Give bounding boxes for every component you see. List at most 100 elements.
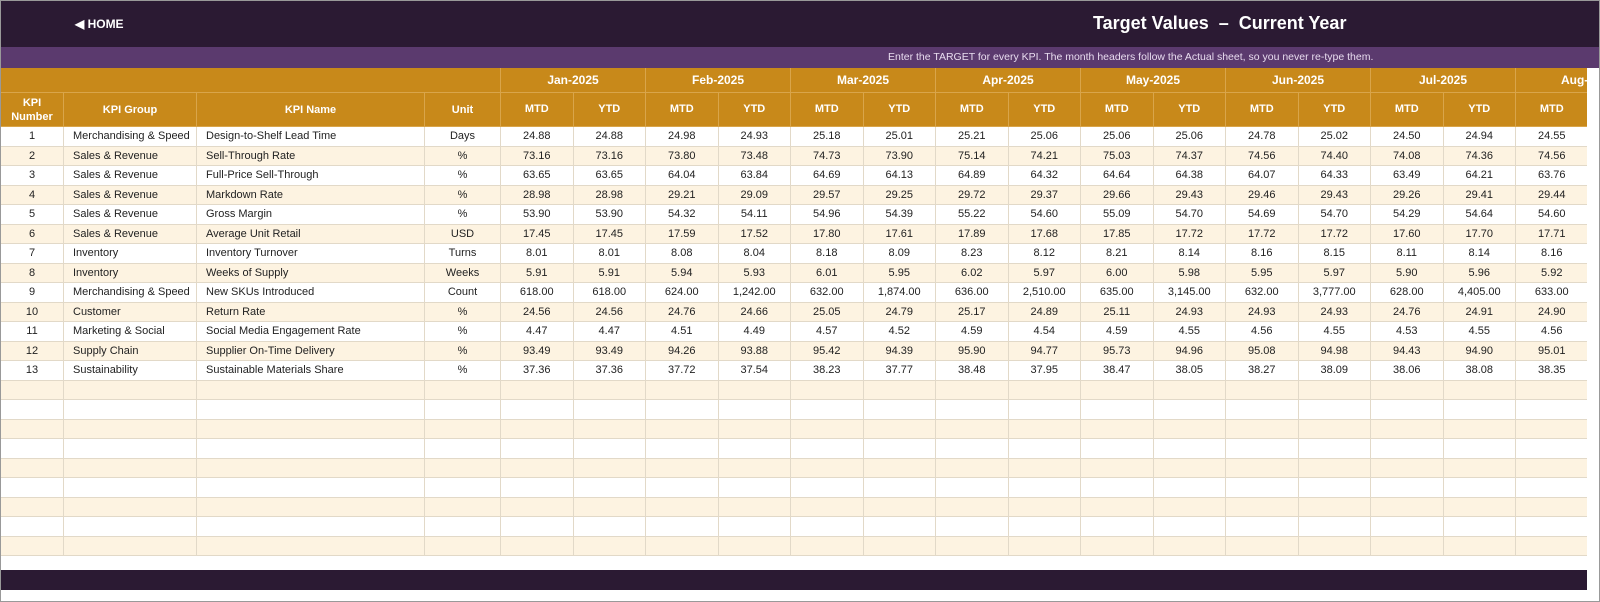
home-label[interactable]: HOME [87, 17, 124, 31]
target-value: 94.98 [1298, 341, 1371, 361]
table-row: 13 Sustainability Sustainable Materials Sh… [1, 361, 1587, 381]
target-value: 64.04 [646, 166, 719, 186]
empty-cell [425, 439, 501, 459]
table-row [1, 478, 1587, 498]
target-value: 25.21 [936, 127, 1009, 147]
unit: % [425, 166, 501, 186]
home-button[interactable]: ◀ HOME [75, 17, 124, 31]
empty-cell [1298, 400, 1371, 420]
target-value: 5.94 [646, 263, 719, 283]
target-value: 17.72 [1153, 224, 1226, 244]
kpi-group: Customer [64, 302, 197, 322]
target-value: 93.88 [718, 341, 791, 361]
table-row: KPI Number KPI Group KPI Name Unit MTD YTD MTD… [1, 93, 1587, 127]
empty-cell [646, 439, 719, 459]
empty-cell [1298, 380, 1371, 400]
month-header: Jan-2025 [501, 68, 646, 93]
unit: % [425, 302, 501, 322]
empty-cell [646, 517, 719, 537]
table-row [1, 497, 1587, 517]
target-value: 64.21 [1443, 166, 1516, 186]
target-value: 633.00 [1516, 283, 1587, 303]
empty-cell [573, 400, 646, 420]
kpi-name: Design-to-Shelf Lead Time [197, 127, 425, 147]
kpi-name: Sustainable Materials Share [197, 361, 425, 381]
unit: % [425, 205, 501, 225]
empty-cell [1, 458, 64, 478]
empty-cell [501, 517, 574, 537]
empty-cell [936, 380, 1009, 400]
table-row: 5 Sales & Revenue Gross Margin% 53.90 53.90 5… [1, 205, 1587, 225]
sub-header: MTD [1226, 93, 1299, 127]
empty-cell [425, 400, 501, 420]
empty-cell [646, 497, 719, 517]
sub-header: MTD [1516, 93, 1587, 127]
empty-cell [1, 497, 64, 517]
empty-cell [501, 380, 574, 400]
empty-cell [1443, 517, 1516, 537]
empty-cell [1516, 400, 1587, 420]
target-value: 64.07 [1226, 166, 1299, 186]
target-value: 29.43 [1298, 185, 1371, 205]
empty-cell [1443, 419, 1516, 439]
target-value: 4.57 [791, 322, 864, 342]
target-value: 64.32 [1008, 166, 1081, 186]
target-value: 8.09 [863, 244, 936, 264]
table-row: 10 Customer Return Rate% 24.56 24.56 24.76 24.… [1, 302, 1587, 322]
target-value: 24.88 [501, 127, 574, 147]
empty-cell [646, 478, 719, 498]
month-header: Mar-2025 [791, 68, 936, 93]
empty-cell [791, 439, 864, 459]
target-value: 38.23 [791, 361, 864, 381]
target-value: 24.93 [1226, 302, 1299, 322]
kpi-group: Sales & Revenue [64, 185, 197, 205]
target-value: 64.33 [1298, 166, 1371, 186]
empty-cell [1, 400, 64, 420]
empty-cell [1081, 439, 1154, 459]
target-value: 94.39 [863, 341, 936, 361]
target-value: 8.16 [1516, 244, 1587, 264]
empty-cell [1298, 536, 1371, 556]
instruction: Enter the TARGET for every KPI. The mont… [1, 47, 1599, 68]
target-value: 64.38 [1153, 166, 1226, 186]
target-value: 8.15 [1298, 244, 1371, 264]
empty-cell [1153, 497, 1226, 517]
empty-cell [718, 419, 791, 439]
target-value: 8.04 [718, 244, 791, 264]
empty-cell [197, 419, 425, 439]
empty-cell [197, 458, 425, 478]
target-value: 73.16 [501, 146, 574, 166]
table-row [1, 536, 1587, 556]
empty-cell [1516, 517, 1587, 537]
table-row: 11 Marketing & Social Social Media Engagem… [1, 322, 1587, 342]
empty-cell [1226, 536, 1299, 556]
unit: % [425, 322, 501, 342]
target-value: 25.06 [1153, 127, 1226, 147]
empty-cell [1226, 497, 1299, 517]
empty-cell [1008, 517, 1081, 537]
target-value: 29.72 [936, 185, 1009, 205]
empty-cell [646, 536, 719, 556]
kpi-number: 3 [1, 166, 64, 186]
empty-cell [863, 478, 936, 498]
target-value: 37.95 [1008, 361, 1081, 381]
target-value: 17.85 [1081, 224, 1154, 244]
target-value: 17.80 [791, 224, 864, 244]
empty-cell [1371, 536, 1444, 556]
target-value: 54.29 [1371, 205, 1444, 225]
target-value: 5.91 [573, 263, 646, 283]
target-value: 5.95 [1226, 263, 1299, 283]
target-value: 4,405.00 [1443, 283, 1516, 303]
empty-cell [573, 536, 646, 556]
empty-cell [1371, 478, 1444, 498]
target-value: 25.05 [791, 302, 864, 322]
empty-cell [573, 478, 646, 498]
empty-cell [1008, 536, 1081, 556]
empty-cell [1226, 419, 1299, 439]
empty-cell [64, 497, 197, 517]
kpi-number: 11 [1, 322, 64, 342]
empty-cell [501, 458, 574, 478]
target-value: 5.92 [1516, 264, 1587, 283]
kpi-name: Supplier On-Time Delivery [197, 341, 425, 361]
target-value: 17.45 [573, 224, 646, 244]
